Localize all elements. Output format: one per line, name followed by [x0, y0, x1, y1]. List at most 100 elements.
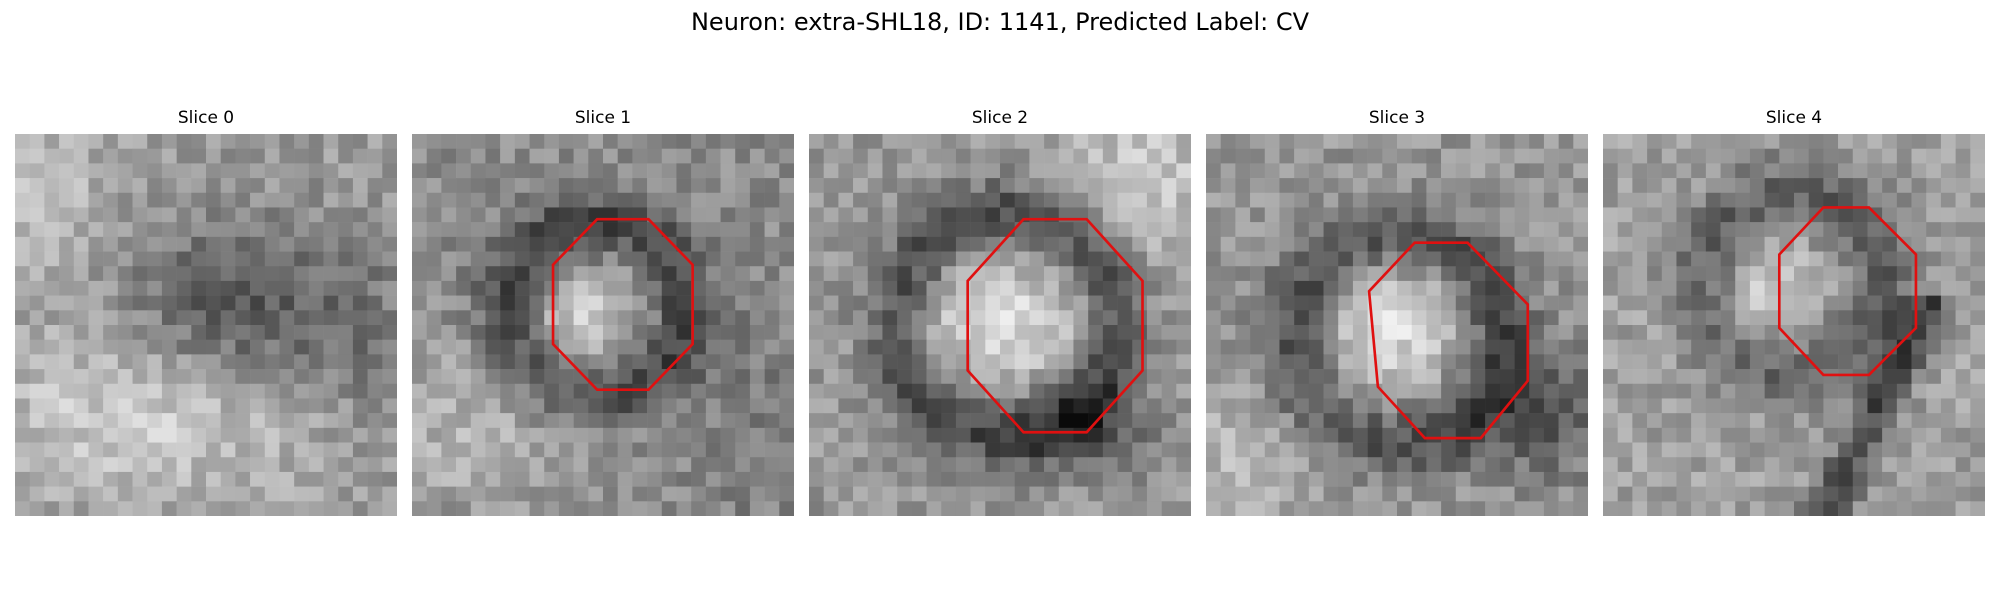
pixel — [147, 148, 163, 164]
pixel — [1691, 236, 1707, 252]
pixel — [705, 339, 721, 355]
pixel — [970, 427, 986, 443]
pixel — [382, 383, 397, 399]
pixel — [1161, 413, 1177, 429]
pixel — [867, 325, 883, 340]
roi-outline — [1367, 241, 1530, 440]
pixel — [779, 427, 794, 443]
pixel — [867, 457, 883, 473]
pixel — [1940, 442, 1956, 458]
pixel — [367, 486, 383, 502]
pixel — [853, 178, 869, 194]
pixel — [1823, 310, 1839, 326]
pixel — [603, 398, 618, 414]
pixel — [147, 178, 163, 194]
pixel — [1543, 310, 1559, 326]
pixel — [206, 192, 221, 208]
pixel — [1044, 222, 1060, 238]
pixel — [1367, 148, 1383, 164]
pixel — [1632, 427, 1648, 443]
pixel — [29, 398, 45, 414]
pixel — [1838, 457, 1854, 473]
pixel — [44, 471, 60, 487]
pixel — [485, 280, 501, 296]
pixel — [1514, 427, 1530, 443]
pixel — [470, 398, 486, 414]
pixel — [1250, 251, 1266, 267]
pixel — [1294, 442, 1310, 458]
pixel — [1661, 310, 1677, 326]
pixel — [1896, 178, 1912, 194]
pixel — [1543, 339, 1559, 355]
pixel — [1676, 471, 1692, 487]
pixel — [1088, 310, 1104, 326]
pixel — [264, 280, 280, 296]
pixel — [529, 236, 545, 252]
pixel — [441, 192, 457, 208]
pixel — [1558, 442, 1574, 458]
pixel — [235, 427, 251, 443]
pixel — [1896, 486, 1912, 502]
pixel — [705, 383, 721, 399]
pixel — [779, 222, 794, 238]
pixel — [941, 471, 957, 487]
pixel — [1088, 457, 1104, 473]
pixel — [1838, 486, 1854, 502]
pixel — [1705, 295, 1721, 311]
pixel — [279, 369, 295, 385]
pixel — [853, 501, 869, 516]
pixel — [558, 369, 574, 385]
pixel — [749, 295, 765, 311]
pixel — [1250, 134, 1266, 149]
pixel — [1235, 442, 1251, 458]
pixel — [1499, 295, 1515, 311]
pixel — [264, 178, 280, 194]
pixel — [1779, 471, 1795, 487]
pixel — [1455, 295, 1471, 311]
pixel — [588, 457, 604, 473]
pixel — [1794, 383, 1809, 399]
pixel — [1735, 192, 1751, 208]
pixel — [617, 280, 633, 296]
pixel — [1955, 148, 1971, 164]
pixel — [338, 471, 354, 487]
pixel — [779, 280, 794, 296]
pixel — [1632, 501, 1648, 516]
pixel — [1617, 134, 1633, 149]
pixel — [1176, 310, 1191, 326]
pixel — [1088, 471, 1104, 487]
pixel — [1823, 339, 1839, 355]
pixel — [705, 222, 721, 238]
pixel — [1852, 501, 1868, 516]
pixel — [294, 251, 310, 267]
pixel — [573, 266, 589, 282]
pixel — [15, 457, 30, 473]
pixel — [1088, 354, 1104, 370]
pixel — [1455, 178, 1471, 194]
pixel — [603, 369, 618, 385]
pixel — [1308, 178, 1324, 194]
pixel — [1911, 266, 1927, 282]
pixel — [1132, 398, 1148, 414]
pixel — [603, 354, 618, 370]
pixel — [661, 442, 677, 458]
pixel — [749, 178, 765, 194]
pixel — [617, 310, 633, 326]
pixel — [882, 413, 898, 429]
pixel — [1279, 222, 1295, 238]
pixel — [603, 148, 618, 164]
pixel — [470, 280, 486, 296]
pixel — [970, 339, 986, 355]
pixel — [323, 280, 339, 296]
pixel — [382, 442, 397, 458]
pixel — [1779, 178, 1795, 194]
pixel — [323, 222, 339, 238]
pixel — [1705, 339, 1721, 355]
pixel — [1176, 295, 1191, 311]
pixel — [1323, 471, 1339, 487]
pixel — [632, 192, 648, 208]
pixel — [941, 310, 957, 326]
pixel — [1514, 236, 1530, 252]
pixel — [1970, 427, 1985, 443]
pixel — [970, 486, 986, 502]
